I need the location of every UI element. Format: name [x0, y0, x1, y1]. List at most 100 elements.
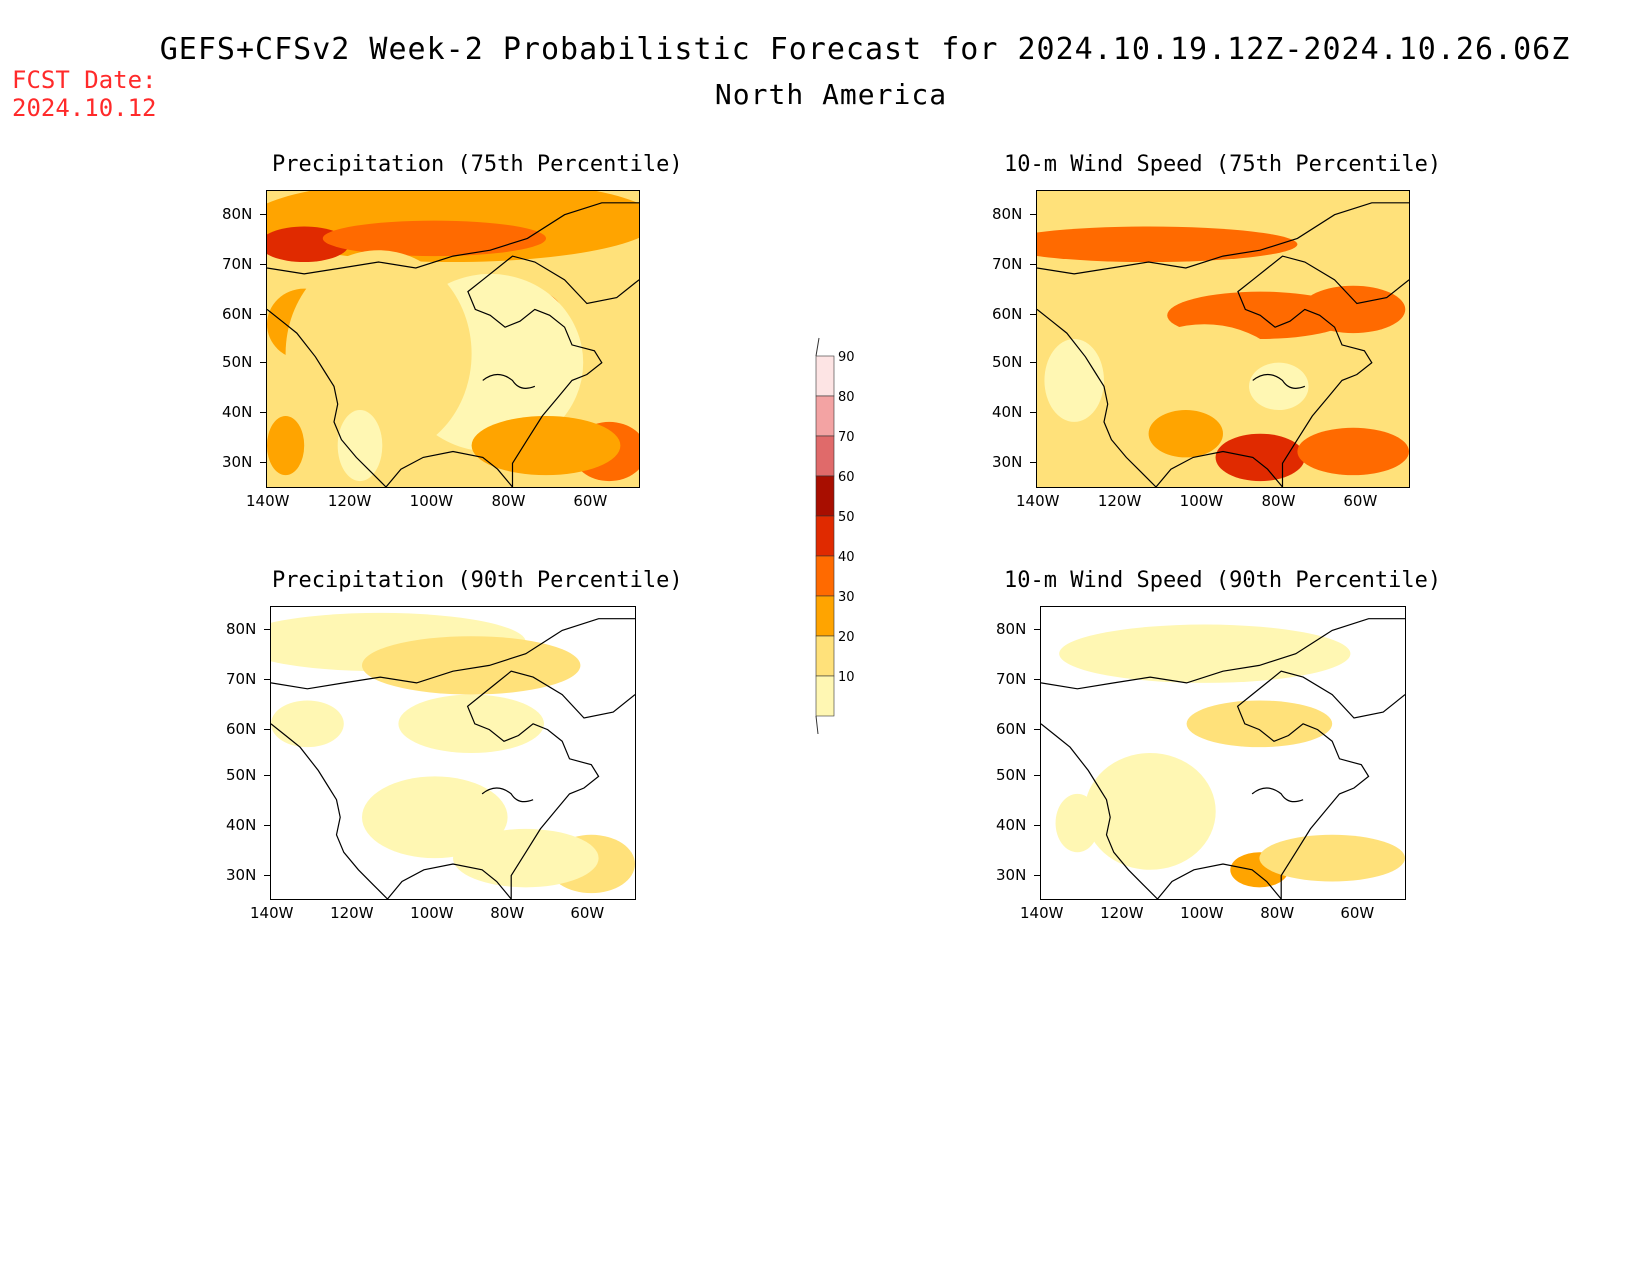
lat-label: 80N [222, 204, 253, 223]
lat-tick [1034, 874, 1040, 876]
colorbar-label: 90 [838, 350, 855, 365]
probability-shading [1186, 700, 1333, 748]
colorbar: 90 80 70 60 50 40 30 20 10 [815, 337, 855, 735]
coastline [267, 308, 387, 487]
panel-title-wind-90: 10-m Wind Speed (90th Percentile) [1004, 568, 1442, 593]
lat-tick [1030, 314, 1036, 316]
lon-label: 140W [1016, 492, 1060, 510]
coastline [467, 255, 639, 487]
lat-tick [260, 213, 266, 215]
lat-label: 50N [226, 766, 257, 785]
lon-label: 120W [330, 904, 374, 922]
colorbar-label: 60 [838, 470, 855, 485]
coastline [466, 670, 635, 899]
lat-tick [260, 314, 266, 316]
colorbar-tips [815, 337, 820, 735]
lat-tick [264, 629, 270, 631]
colorbar-segment [815, 595, 835, 637]
lon-label: 100W [1180, 904, 1224, 922]
colorbar-label: 50 [838, 510, 855, 525]
lat-tick [1034, 825, 1040, 826]
probability-shading [1301, 285, 1406, 334]
lat-tick [260, 361, 266, 363]
probability-shading [271, 700, 344, 748]
colorbar-segment [815, 635, 835, 677]
map-canvas [1041, 607, 1405, 899]
probability-shading [1259, 834, 1405, 882]
coastline [1157, 863, 1282, 899]
great-lakes [482, 373, 536, 389]
lat-label: 70N [226, 670, 257, 688]
colorbar-label: 40 [838, 550, 855, 565]
lon-label: 80W [1261, 492, 1296, 510]
lat-tick [1034, 775, 1040, 777]
coastline [385, 450, 513, 487]
map-wind-90 [1040, 606, 1406, 900]
fcst-date-block: FCST Date: 2024.10.12 [12, 66, 157, 122]
probability-shading [1215, 433, 1305, 482]
great-lakes [481, 787, 534, 803]
probability-shading [1249, 362, 1309, 411]
colorbar-label: 20 [838, 630, 855, 645]
coastline [1237, 255, 1409, 487]
colorbar-label: 80 [838, 390, 855, 405]
lon-label: 80W [1260, 904, 1295, 922]
lat-label: 60N [996, 719, 1027, 738]
lon-label: 140W [246, 492, 290, 510]
lon-label: 120W [327, 492, 372, 510]
probability-shading [453, 828, 599, 888]
lon-label: 80W [490, 904, 525, 922]
lon-label: 100W [409, 492, 454, 510]
lat-tick [1030, 264, 1036, 265]
probability-shading [337, 410, 383, 482]
lat-tick [260, 412, 266, 413]
lon-label: 100W [410, 904, 454, 922]
lat-tick [264, 775, 270, 777]
lat-tick [260, 264, 266, 265]
lat-tick [260, 462, 266, 464]
probability-shading [1059, 624, 1351, 683]
probability-shading [362, 776, 508, 859]
fcst-date-value: 2024.10.12 [12, 94, 157, 122]
lat-label: 40N [222, 403, 253, 421]
main-title: GEFS+CFSv2 Week-2 Probabilistic Forecast… [159, 32, 1571, 67]
lat-label: 30N [996, 865, 1027, 884]
lat-label: 30N [992, 453, 1023, 472]
probability-shading [1297, 427, 1409, 476]
map-precip-75 [266, 190, 640, 488]
probability-shading [1044, 339, 1104, 422]
panel-title-precip-90: Precipitation (90th Percentile) [272, 568, 683, 593]
coastline [1041, 723, 1158, 899]
colorbar-label: 10 [838, 670, 855, 685]
lat-tick [1034, 629, 1040, 631]
colorbar-segment [815, 675, 835, 717]
colorbar-segment [815, 435, 835, 477]
panel-title-wind-75: 10-m Wind Speed (75th Percentile) [1004, 152, 1442, 177]
lat-label: 50N [996, 766, 1027, 785]
lat-label: 30N [226, 865, 257, 884]
coastline [1041, 618, 1405, 690]
lat-label: 70N [996, 670, 1027, 688]
fcst-date-label: FCST Date: [12, 66, 157, 94]
coastline [271, 618, 635, 690]
lon-label: 100W [1179, 492, 1224, 510]
coastline [267, 202, 639, 275]
lon-label: 120W [1097, 492, 1142, 510]
map-canvas [271, 607, 635, 899]
coastline [387, 863, 512, 899]
colorbar-segment [815, 555, 835, 597]
coastline [1236, 670, 1405, 899]
probability-shading [1037, 226, 1298, 263]
coastline [1037, 202, 1409, 275]
lon-label: 60W [1343, 492, 1378, 510]
colorbar-segment [815, 475, 835, 517]
lat-tick [1030, 213, 1036, 215]
lat-label: 40N [226, 816, 257, 834]
colorbar-segment [815, 355, 835, 397]
lat-tick [264, 874, 270, 876]
lon-label: 60W [570, 904, 605, 922]
probability-shading [1084, 753, 1216, 870]
lat-label: 60N [992, 305, 1023, 324]
lon-label: 140W [1020, 904, 1064, 922]
probability-shading [398, 694, 544, 753]
